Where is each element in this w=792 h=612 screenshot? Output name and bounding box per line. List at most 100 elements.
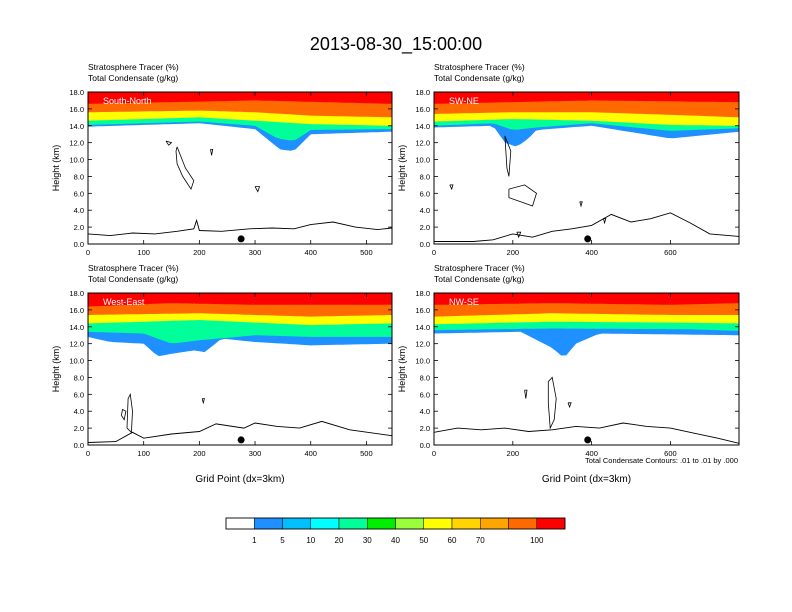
y-tick-label: 2.0: [74, 223, 84, 232]
panel-title-line1: Stratosphere Tracer (%): [434, 263, 525, 273]
condensate-contour: [126, 392, 133, 434]
panel-label: West-East: [103, 297, 145, 307]
colorbar-label: 60: [448, 536, 457, 545]
y-tick-label: 12.0: [415, 340, 430, 349]
y-tick-label: 18.0: [415, 289, 430, 298]
y-tick-label: 0.0: [74, 240, 84, 249]
x-tick-label: 400: [304, 449, 317, 458]
panel-south-north: Stratosphere Tracer (%)Total Condensate …: [51, 62, 393, 257]
x-tick-label: 200: [193, 248, 206, 257]
panel-west-east: Stratosphere Tracer (%)Total Condensate …: [51, 263, 393, 485]
y-tick-label: 14.0: [69, 323, 84, 332]
y-tick-label: 14.0: [415, 323, 430, 332]
condensate-contour: [603, 218, 607, 225]
x-axis-label: Grid Point (dx=3km): [195, 474, 284, 485]
panel-title-line2: Total Condensate (g/kg): [434, 274, 524, 284]
y-tick-label: 12.0: [69, 139, 84, 148]
location-marker: [584, 436, 592, 444]
condensate-contour: [504, 135, 512, 177]
tracer-band-100: [434, 92, 739, 104]
condensate-contour: [579, 201, 583, 208]
terrain-line: [434, 422, 739, 444]
x-tick-label: 300: [249, 248, 262, 257]
location-marker: [237, 436, 245, 444]
y-tick-label: 8.0: [420, 172, 430, 181]
panels: Stratosphere Tracer (%)Total Condensate …: [51, 62, 740, 485]
x-tick-label: 400: [585, 449, 598, 458]
tracer-band-100: [88, 92, 392, 104]
x-tick-label: 100: [137, 248, 150, 257]
colorbar-box: [451, 517, 481, 530]
y-tick-label: 12.0: [415, 139, 430, 148]
condensate-contour: [547, 376, 557, 430]
y-tick-label: 4.0: [74, 407, 84, 416]
x-tick-label: 200: [507, 449, 520, 458]
x-tick-label: 600: [664, 248, 677, 257]
panel-label: NW-SE: [449, 297, 479, 307]
panel-title-line2: Total Condensate (g/kg): [88, 274, 178, 284]
y-tick-label: 10.0: [69, 357, 84, 366]
y-tick-label: 2.0: [74, 424, 84, 433]
colorbar-label: 1: [252, 536, 257, 545]
location-marker: [237, 235, 245, 243]
panel-sw-ne: Stratosphere Tracer (%)Total Condensate …: [397, 62, 740, 257]
panel-title-line2: Total Condensate (g/kg): [88, 73, 178, 83]
contour-note: Total Condensate Contours: .01 to .01 by…: [585, 456, 738, 465]
y-tick-label: 10.0: [415, 156, 430, 165]
x-tick-label: 400: [304, 248, 317, 257]
colorbar-box: [282, 517, 311, 530]
colorbar: 1 5 10 20 30 40 50 60 70 100: [225, 517, 566, 545]
y-tick-label: 4.0: [74, 206, 84, 215]
y-tick-label: 12.0: [69, 340, 84, 349]
x-tick-label: 200: [193, 449, 206, 458]
x-tick-label: 600: [664, 449, 677, 458]
y-tick-label: 10.0: [69, 156, 84, 165]
y-axis-label: Height (km): [51, 145, 61, 192]
colorbar-label: 30: [363, 536, 372, 545]
condensate-contour: [210, 149, 214, 156]
y-tick-label: 6.0: [420, 189, 430, 198]
panel-title-line1: Stratosphere Tracer (%): [88, 62, 179, 72]
y-tick-label: 16.0: [69, 105, 84, 114]
panel-title-line1: Stratosphere Tracer (%): [88, 263, 179, 273]
colorbar-box: [508, 517, 537, 530]
y-axis-label: Height (km): [397, 346, 407, 393]
x-tick-label: 0: [432, 449, 436, 458]
y-tick-label: 10.0: [415, 357, 430, 366]
colorbar-label: 20: [335, 536, 344, 545]
condensate-contour: [175, 146, 195, 191]
y-tick-label: 18.0: [415, 88, 430, 97]
panel-frame: [433, 292, 740, 446]
y-tick-label: 8.0: [74, 172, 84, 181]
colorbar-frame: [225, 517, 566, 530]
terrain-line: [88, 218, 392, 237]
condensate-contour: [524, 389, 528, 399]
condensate-contour: [165, 140, 173, 146]
x-tick-label: 0: [86, 449, 90, 458]
plot-area: [88, 293, 392, 445]
colorbar-box: [338, 517, 368, 530]
colorbar-box: [254, 517, 283, 530]
y-tick-label: 0.0: [74, 441, 84, 450]
plot-area: [434, 293, 739, 445]
colorbar-label: 10: [306, 536, 315, 545]
y-tick-label: 0.0: [420, 441, 430, 450]
x-tick-label: 0: [432, 248, 436, 257]
x-tick-label: 100: [137, 449, 150, 458]
colorbar-box: [423, 517, 453, 530]
y-tick-label: 18.0: [69, 88, 84, 97]
location-marker: [584, 235, 592, 243]
panel-nw-se: Stratosphere Tracer (%)Total Condensate …: [397, 263, 740, 485]
panel-title-line2: Total Condensate (g/kg): [434, 73, 524, 83]
panel-frame: [433, 91, 740, 245]
colorbar-label: 70: [476, 536, 485, 545]
x-tick-label: 500: [360, 248, 373, 257]
y-tick-label: 6.0: [74, 390, 84, 399]
y-tick-label: 8.0: [74, 373, 84, 382]
y-tick-label: 8.0: [420, 373, 430, 382]
y-tick-label: 4.0: [420, 206, 430, 215]
colorbar-label: 50: [419, 536, 428, 545]
panel-title-line1: Stratosphere Tracer (%): [434, 62, 525, 72]
colorbar-box: [225, 517, 255, 530]
